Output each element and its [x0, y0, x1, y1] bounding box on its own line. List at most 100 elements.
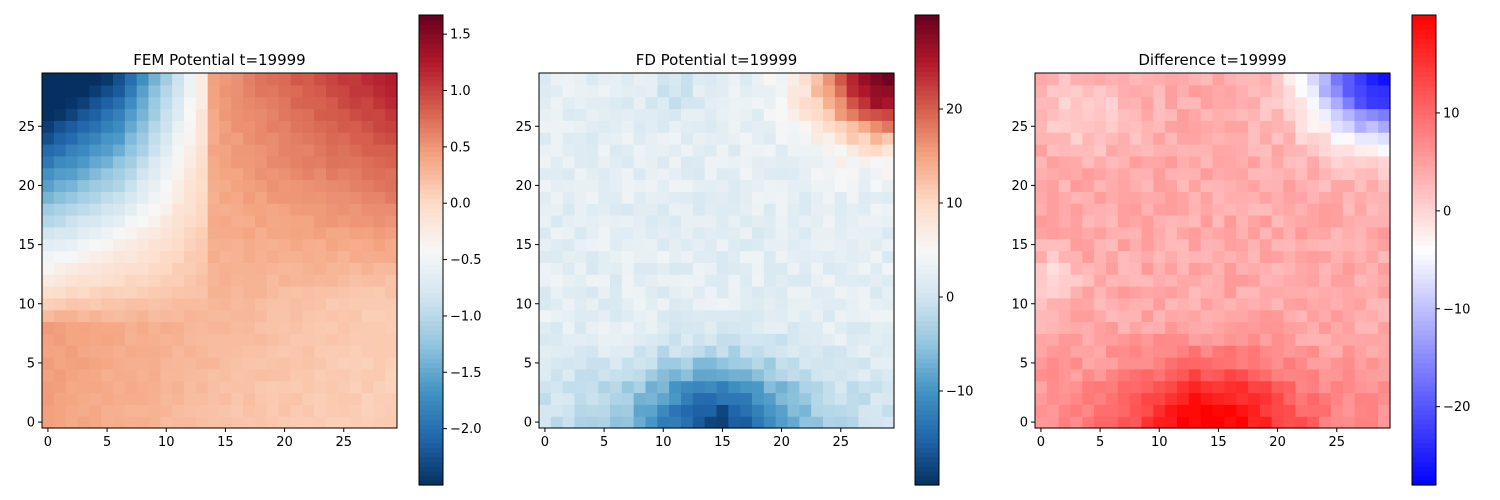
heatmap-cell [195, 144, 209, 157]
colorbar-segment [419, 221, 443, 228]
colorbar-tick-label: 20 [946, 103, 963, 118]
heatmap-cell [266, 73, 280, 86]
heatmap-cell [1259, 345, 1273, 358]
heatmap-cell [870, 155, 883, 169]
heatmap-cell [184, 73, 197, 86]
heatmap-cell [1319, 238, 1332, 252]
heatmap-cell [610, 155, 623, 169]
heatmap-cell [1153, 333, 1166, 346]
heatmap-cell [207, 108, 221, 121]
heatmap-cell [1035, 84, 1048, 98]
heatmap-cell [692, 274, 706, 287]
heatmap-cell [243, 262, 256, 275]
heatmap-cell [53, 262, 67, 275]
heatmap-cell [1153, 286, 1166, 299]
heatmap-cell [314, 416, 327, 429]
heatmap-cell [1212, 191, 1225, 204]
heatmap-cell [148, 132, 161, 145]
heatmap-cell [337, 238, 351, 252]
heatmap-cell [834, 215, 848, 228]
heatmap-cell [1058, 84, 1072, 98]
heatmap-cell [195, 345, 209, 358]
heatmap-cell [598, 345, 611, 358]
heatmap-cell [1165, 416, 1178, 429]
heatmap-cell [42, 416, 55, 429]
heatmap-cell [1153, 392, 1166, 405]
heatmap-cell [1307, 155, 1320, 169]
heatmap-cell [42, 144, 55, 157]
colorbar-segment [419, 104, 443, 110]
heatmap-cell [1046, 262, 1060, 275]
heatmap-cell [243, 167, 256, 181]
heatmap-cell [1188, 238, 1202, 252]
heatmap-cell [1106, 155, 1119, 169]
heatmap-cell [1366, 262, 1379, 275]
heatmap-cell [1307, 416, 1320, 429]
heatmap-cell [870, 238, 883, 252]
heatmap-cell [1342, 345, 1356, 358]
colorbar-segment [1412, 203, 1436, 209]
heatmap-cell [1307, 191, 1320, 204]
heatmap-cell [1141, 144, 1154, 157]
heatmap-cell [645, 203, 658, 216]
colorbar-segment [915, 405, 939, 411]
heatmap-cell [657, 262, 670, 275]
heatmap-cell [1177, 321, 1190, 334]
heatmap-cell [77, 155, 90, 169]
heatmap-cell [255, 96, 268, 110]
heatmap-cell [1224, 179, 1237, 192]
heatmap-cell [823, 155, 836, 169]
heatmap-cell [361, 345, 374, 358]
heatmap-cell [811, 309, 824, 323]
colorbar-segment [1412, 146, 1436, 152]
heatmap-cell [1141, 203, 1154, 216]
heatmap-cell [1330, 416, 1344, 429]
heatmap-cell [184, 120, 197, 133]
heatmap-cell [326, 357, 339, 370]
heatmap-cell [858, 250, 871, 263]
heatmap-cell [775, 250, 789, 263]
heatmap-cell [846, 286, 860, 299]
heatmap-cell [160, 416, 173, 429]
heatmap-cell [775, 297, 789, 311]
colorbar-segment [1412, 33, 1436, 40]
heatmap-cell [1106, 333, 1119, 346]
heatmap-cell [598, 274, 611, 287]
heatmap-cell [124, 96, 138, 110]
heatmap-cell [704, 84, 718, 98]
heatmap-cell [669, 144, 682, 157]
heatmap-cell [775, 155, 789, 169]
heatmap-cell [1046, 368, 1060, 382]
heatmap-cell [1046, 84, 1060, 98]
heatmap-cell [1046, 226, 1060, 240]
heatmap-cell [1307, 73, 1320, 86]
heatmap-cell [136, 345, 150, 358]
heatmap-cell [882, 392, 895, 405]
heatmap-cell [645, 333, 658, 346]
heatmap-cell [1271, 357, 1285, 370]
heatmap-cell [1117, 345, 1131, 358]
heatmap-cell [53, 108, 67, 121]
heatmap-cell [53, 380, 67, 394]
heatmap-cell [160, 309, 173, 323]
colorbar-segment [915, 52, 939, 58]
heatmap-cell [1165, 309, 1178, 323]
heatmap-cell [669, 368, 682, 382]
heatmap-cell [1129, 404, 1143, 417]
heatmap-cell [1117, 392, 1131, 405]
heatmap-cell [787, 357, 800, 370]
heatmap-cell [1165, 238, 1178, 252]
heatmap-cell [1106, 73, 1119, 86]
heatmap-cell [124, 357, 138, 370]
heatmap-cell [160, 357, 173, 370]
heatmap-cell [716, 357, 729, 370]
heatmap-cell [1259, 416, 1273, 429]
heatmap-cell [621, 345, 635, 358]
heatmap-cell [1165, 321, 1178, 334]
heatmap-cell [302, 368, 315, 382]
heatmap-cell [136, 321, 150, 334]
heatmap-cell [562, 167, 576, 181]
heatmap-cell [337, 215, 351, 228]
heatmap-cell [231, 250, 244, 263]
heatmap-cell [1188, 380, 1202, 394]
